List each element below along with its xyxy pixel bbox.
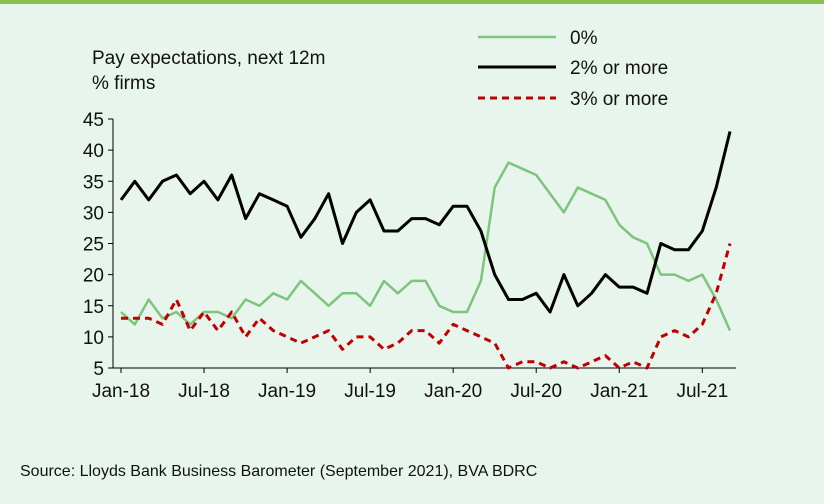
y-tick-label: 30 bbox=[83, 203, 104, 224]
legend-label: 0% bbox=[570, 28, 598, 49]
y-tick-label: 40 bbox=[83, 141, 104, 162]
y-tick-label: 5 bbox=[93, 359, 104, 380]
top-accent-rule bbox=[0, 0, 824, 4]
y-tick-label: 10 bbox=[83, 328, 104, 349]
series-line bbox=[121, 243, 732, 370]
legend-label: 3% or more bbox=[570, 89, 668, 110]
x-tick-label: Jul-20 bbox=[510, 381, 562, 402]
x-tick-label: Jul-18 bbox=[178, 381, 230, 402]
x-tick-label: Jan-18 bbox=[92, 381, 150, 402]
x-tick-label: Jul-19 bbox=[344, 381, 396, 402]
series-line bbox=[119, 131, 732, 314]
chart-title: Pay expectations, next 12m bbox=[92, 48, 325, 69]
x-tick-label: Jan-21 bbox=[590, 381, 648, 402]
y-tick-label: 25 bbox=[83, 235, 104, 256]
y-tick-label: 35 bbox=[83, 172, 104, 193]
x-tick-label: Jul-21 bbox=[676, 381, 728, 402]
chart-legend: 0% 2% or more 3% or more bbox=[478, 28, 668, 110]
y-axis-label: % firms bbox=[92, 73, 155, 94]
series-line bbox=[120, 161, 732, 332]
y-tick-label: 15 bbox=[83, 297, 104, 318]
chart-axes: 5 10 15 20 25 30 35 40 45 Jan-18 Jul-18 Jan-19 Jul-1… bbox=[83, 110, 736, 402]
y-tick-label: 45 bbox=[83, 110, 104, 131]
source-note: Source: Lloyds Bank Business Barometer (… bbox=[20, 463, 538, 480]
plot-area bbox=[119, 131, 732, 370]
y-tick-label: 20 bbox=[83, 266, 104, 287]
legend-label: 2% or more bbox=[570, 58, 668, 79]
x-tick-label: Jan-20 bbox=[424, 381, 482, 402]
x-tick-label: Jan-19 bbox=[258, 381, 316, 402]
